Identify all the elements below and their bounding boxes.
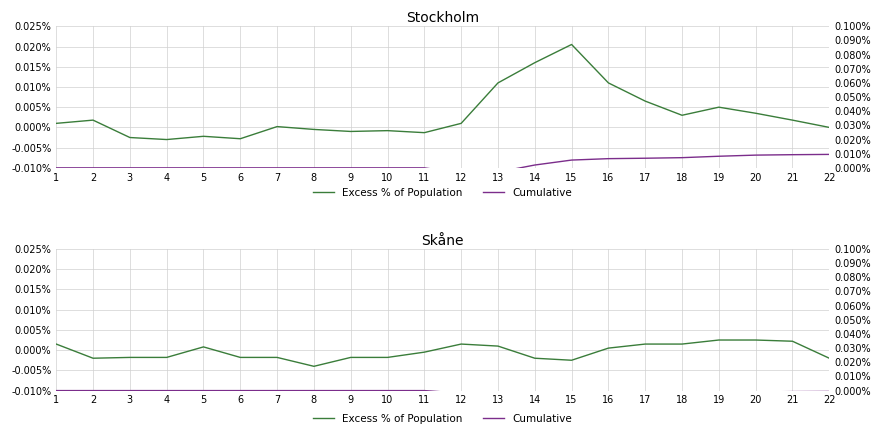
- Excess % of Population: [787, 117, 797, 123]
- Excess % of Population: [161, 355, 172, 360]
- Cumulative: [161, 388, 172, 393]
- Excess % of Population: [235, 136, 245, 141]
- Line: Excess % of Population: Excess % of Population: [56, 44, 829, 140]
- Cumulative: [198, 388, 209, 393]
- Excess % of Population: [603, 80, 614, 85]
- Cumulative: [529, 391, 540, 396]
- Excess % of Population: [419, 130, 430, 135]
- Excess % of Population: [640, 98, 651, 104]
- Excess % of Population: [198, 134, 209, 139]
- Excess % of Population: [124, 135, 135, 140]
- Excess % of Population: [603, 346, 614, 351]
- Cumulative: [309, 388, 319, 393]
- Cumulative: [824, 389, 834, 394]
- Excess % of Population: [676, 113, 687, 118]
- Cumulative: [566, 391, 577, 396]
- Excess % of Population: [124, 355, 135, 360]
- Excess % of Population: [566, 42, 577, 47]
- Cumulative: [714, 390, 724, 395]
- Cumulative: [714, 154, 724, 159]
- Excess % of Population: [419, 350, 430, 355]
- Cumulative: [382, 388, 392, 393]
- Cumulative: [603, 390, 614, 396]
- Excess % of Population: [751, 338, 761, 343]
- Cumulative: [676, 390, 687, 395]
- Excess % of Population: [493, 80, 504, 85]
- Cumulative: [419, 388, 430, 393]
- Excess % of Population: [87, 356, 98, 361]
- Excess % of Population: [529, 60, 540, 65]
- Cumulative: [566, 157, 577, 163]
- Cumulative: [456, 390, 467, 396]
- Cumulative: [529, 163, 540, 168]
- Excess % of Population: [346, 355, 356, 360]
- Cumulative: [235, 165, 245, 171]
- Cumulative: [787, 389, 797, 394]
- Cumulative: [603, 156, 614, 161]
- Excess % of Population: [51, 342, 62, 347]
- Cumulative: [456, 171, 467, 176]
- Line: Cumulative: Cumulative: [56, 155, 829, 173]
- Excess % of Population: [714, 338, 724, 343]
- Cumulative: [419, 165, 430, 171]
- Cumulative: [235, 388, 245, 393]
- Cumulative: [640, 390, 651, 396]
- Excess % of Population: [309, 127, 319, 132]
- Excess % of Population: [382, 355, 392, 360]
- Excess % of Population: [346, 129, 356, 134]
- Cumulative: [676, 155, 687, 160]
- Cumulative: [640, 155, 651, 161]
- Title: Skåne: Skåne: [422, 234, 464, 248]
- Cumulative: [787, 152, 797, 157]
- Excess % of Population: [272, 355, 282, 360]
- Excess % of Population: [566, 358, 577, 363]
- Cumulative: [751, 389, 761, 395]
- Legend: Excess % of Population, Cumulative: Excess % of Population, Cumulative: [309, 409, 577, 428]
- Excess % of Population: [272, 124, 282, 129]
- Excess % of Population: [51, 120, 62, 126]
- Cumulative: [87, 388, 98, 393]
- Cumulative: [124, 165, 135, 171]
- Excess % of Population: [161, 137, 172, 142]
- Line: Excess % of Population: Excess % of Population: [56, 340, 829, 366]
- Excess % of Population: [198, 344, 209, 350]
- Excess % of Population: [676, 342, 687, 347]
- Cumulative: [272, 165, 282, 171]
- Excess % of Population: [235, 355, 245, 360]
- Excess % of Population: [824, 125, 834, 130]
- Cumulative: [51, 388, 62, 393]
- Cumulative: [87, 165, 98, 171]
- Excess % of Population: [714, 105, 724, 110]
- Cumulative: [493, 169, 504, 175]
- Cumulative: [198, 165, 209, 171]
- Excess % of Population: [640, 342, 651, 347]
- Excess % of Population: [529, 356, 540, 361]
- Excess % of Population: [309, 364, 319, 369]
- Excess % of Population: [493, 343, 504, 349]
- Cumulative: [824, 152, 834, 157]
- Cumulative: [346, 388, 356, 393]
- Excess % of Population: [87, 117, 98, 123]
- Cumulative: [751, 152, 761, 158]
- Cumulative: [161, 165, 172, 171]
- Cumulative: [493, 391, 504, 396]
- Cumulative: [382, 165, 392, 171]
- Excess % of Population: [382, 128, 392, 133]
- Excess % of Population: [456, 120, 467, 126]
- Excess % of Population: [824, 356, 834, 361]
- Excess % of Population: [456, 342, 467, 347]
- Excess % of Population: [787, 338, 797, 344]
- Cumulative: [272, 388, 282, 393]
- Cumulative: [346, 165, 356, 171]
- Cumulative: [124, 388, 135, 393]
- Title: Stockholm: Stockholm: [407, 11, 479, 25]
- Legend: Excess % of Population, Cumulative: Excess % of Population, Cumulative: [309, 184, 577, 202]
- Cumulative: [309, 165, 319, 171]
- Excess % of Population: [751, 111, 761, 116]
- Cumulative: [51, 165, 62, 171]
- Line: Cumulative: Cumulative: [56, 391, 829, 393]
